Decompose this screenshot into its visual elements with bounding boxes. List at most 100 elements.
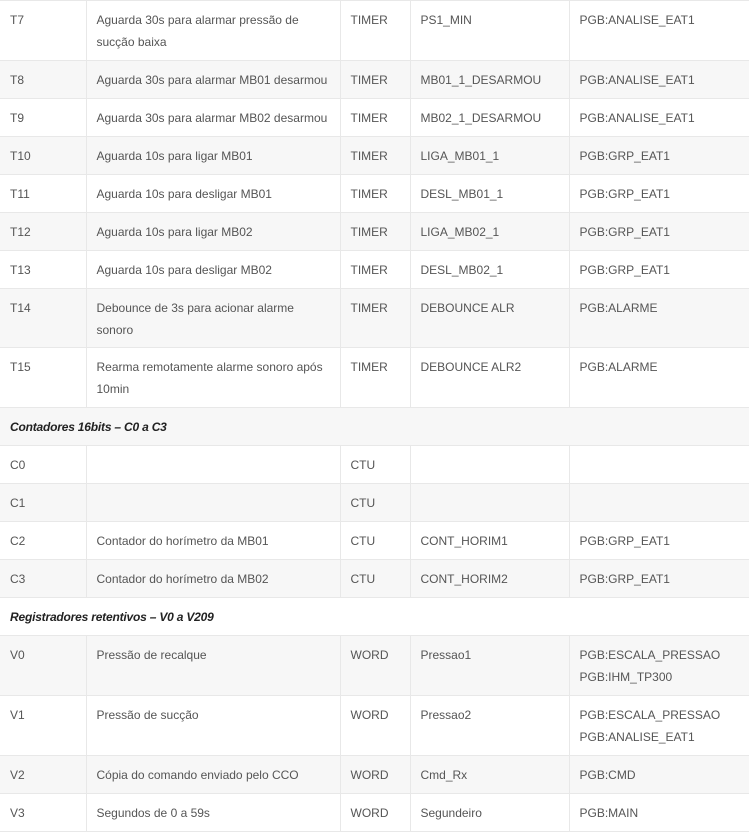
reference-item: PGB:ANALISE_EAT1 (579, 13, 695, 27)
tag-cell (409, 483, 570, 522)
table-row: T10 Aguarda 10s para ligar MB01 TIMER LIGA_… (0, 136, 749, 175)
reference-cell: PGB:ALARME (568, 347, 749, 408)
reference-item: PGB:GRP_EAT1 (579, 263, 670, 277)
description-cell: Aguarda 30s para alarmar MB02 desarmou (85, 98, 341, 137)
table-row: T8 Aguarda 30s para alarmar MB01 desarmou… (0, 60, 749, 99)
table-row: V2 Cópia do comando enviado pelo CCO WORD C… (0, 755, 749, 794)
type-cell: TIMER (339, 60, 411, 99)
section-header-row: Registradores retentivos – V0 a V209 (0, 597, 749, 636)
reference-cell: PGB:GRP_EAT1 (568, 212, 749, 251)
tag-cell: PS1_MIN (409, 0, 570, 61)
type-cell: CTU (339, 559, 411, 598)
section-header-row: Contadores 16bits – C0 a C3 (0, 407, 749, 446)
reference-cell: PGB:GRP_EAT1 (568, 559, 749, 598)
reference-cell: PGB:ANALISE_EAT1 (568, 60, 749, 99)
table-row: T15 Rearma remotamente alarme sonoro após… (0, 347, 749, 408)
reference-item: PGB:ESCALA_PRESSAO (579, 648, 721, 662)
reference-item: PGB:GRP_EAT1 (579, 187, 670, 201)
reference-item: PGB:MAIN (579, 806, 639, 820)
address-cell: V2 (0, 755, 87, 794)
type-cell: WORD (339, 793, 411, 832)
reference-cell: PGB:MAIN (568, 793, 749, 832)
type-cell: TIMER (339, 136, 411, 175)
address-cell: V3 (0, 793, 87, 832)
type-cell: TIMER (339, 250, 411, 289)
tag-cell: DESL_MB01_1 (409, 174, 570, 213)
type-cell: WORD (339, 695, 411, 756)
tag-cell: LIGA_MB01_1 (409, 136, 570, 175)
reference-item: PGB:GRP_EAT1 (579, 572, 670, 586)
description-cell: Segundos de 0 a 59s (85, 793, 341, 832)
reference-item: PGB:GRP_EAT1 (579, 225, 670, 239)
reference-item: PGB:ANALISE_EAT1 (579, 73, 695, 87)
reference-item: PGB:ANALISE_EAT1 (579, 730, 695, 744)
description-cell: Aguarda 30s para alarmar MB01 desarmou (85, 60, 341, 99)
type-cell: TIMER (339, 288, 411, 348)
reference-item: PGB:ALARME (579, 301, 658, 315)
table-row: T7 Aguarda 30s para alarmar pressão de su… (0, 0, 749, 61)
tag-cell: MB01_1_DESARMOU (409, 60, 570, 99)
tag-cell: Segundeiro (409, 793, 570, 832)
description-cell (85, 483, 341, 522)
tag-cell: Pressao2 (409, 695, 570, 756)
table-row: V1 Pressão de sucção WORD Pressao2 PGB:ESCAL… (0, 695, 749, 756)
tag-cell: Pressao1 (409, 635, 570, 696)
table-row: T12 Aguarda 10s para ligar MB02 TIMER LIGA_… (0, 212, 749, 251)
address-cell: T9 (0, 98, 87, 137)
reference-cell (568, 445, 749, 484)
table-row: C3 Contador do horímetro da MB02 CTU CONT_H… (0, 559, 749, 598)
reference-cell: PGB:GRP_EAT1 (568, 521, 749, 560)
tag-cell: CONT_HORIM1 (409, 521, 570, 560)
table-row: C1 CTU (0, 483, 749, 522)
address-cell: C1 (0, 483, 87, 522)
type-cell: WORD (339, 635, 411, 696)
type-cell: TIMER (339, 174, 411, 213)
description-cell: Cópia do comando enviado pelo CCO (85, 755, 341, 794)
reference-cell: PGB:GRP_EAT1 (568, 250, 749, 289)
description-cell: Aguarda 10s para desligar MB01 (85, 174, 341, 213)
type-cell: CTU (339, 521, 411, 560)
address-cell: C2 (0, 521, 87, 560)
reference-item: PGB:IHM_TP300 (579, 670, 673, 684)
address-cell: T12 (0, 212, 87, 251)
address-cell: T7 (0, 0, 87, 61)
reference-item: PGB:CMD (579, 768, 636, 782)
reference-item: PGB:ESCALA_PRESSAO (579, 708, 721, 722)
table-row: V0 Pressão de recalque WORD Pressao1 PGB:ESC… (0, 635, 749, 696)
address-cell: T15 (0, 347, 87, 408)
description-cell: Aguarda 10s para ligar MB02 (85, 212, 341, 251)
address-cell: T11 (0, 174, 87, 213)
address-cell: T13 (0, 250, 87, 289)
tag-cell: Cmd_Rx (409, 755, 570, 794)
reference-item: PGB:GRP_EAT1 (579, 534, 670, 548)
table-row: T9 Aguarda 30s para alarmar MB02 desarmou… (0, 98, 749, 137)
tag-cell: LIGA_MB02_1 (409, 212, 570, 251)
reference-item: PGB:ANALISE_EAT1 (579, 111, 695, 125)
description-cell: Pressão de recalque (85, 635, 341, 696)
tag-cell (409, 445, 570, 484)
reference-cell: PGB:CMD (568, 755, 749, 794)
tag-cell: DEBOUNCE ALR (409, 288, 570, 348)
description-cell: Debounce de 3s para acionar alarme sonor… (85, 288, 341, 348)
reference-cell: PGB:ANALISE_EAT1 (568, 0, 749, 61)
type-cell: CTU (339, 445, 411, 484)
type-cell: TIMER (339, 347, 411, 408)
description-cell: Aguarda 10s para ligar MB01 (85, 136, 341, 175)
description-cell: Rearma remotamente alarme sonoro após 10… (85, 347, 341, 408)
type-cell: TIMER (339, 212, 411, 251)
reference-cell: PGB:ALARME (568, 288, 749, 348)
tag-cell: DEBOUNCE ALR2 (409, 347, 570, 408)
type-cell: TIMER (339, 98, 411, 137)
tag-cell: MB02_1_DESARMOU (409, 98, 570, 137)
address-cell: T8 (0, 60, 87, 99)
reference-cell: PGB:GRP_EAT1 (568, 136, 749, 175)
tag-cell: CONT_HORIM2 (409, 559, 570, 598)
reference-cell: PGB:ESCALA_PRESSAO PGB:IHM_TP300 (568, 635, 749, 696)
reference-item: PGB:GRP_EAT1 (579, 149, 670, 163)
type-cell: WORD (339, 755, 411, 794)
description-cell: Aguarda 30s para alarmar pressão de sucç… (85, 0, 341, 61)
address-cell: C0 (0, 445, 87, 484)
address-cell: C3 (0, 559, 87, 598)
table-row: V3 Segundos de 0 a 59s WORD Segundeiro PGB:M… (0, 793, 749, 832)
